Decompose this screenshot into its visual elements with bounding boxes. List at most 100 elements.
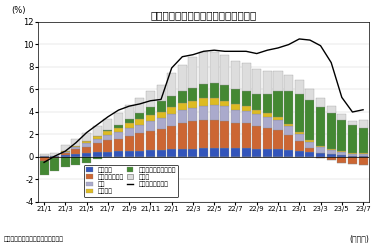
Bar [337, 120, 346, 151]
総平均（前年比） [52, 155, 57, 158]
Bar [167, 126, 176, 149]
Bar [135, 151, 144, 157]
Bar [167, 73, 176, 96]
Bar [263, 71, 272, 94]
Bar [252, 114, 261, 126]
Bar [295, 94, 304, 132]
Bar [210, 83, 219, 98]
総平均（前年比） [340, 96, 344, 99]
Bar [40, 157, 49, 161]
総平均（前年比） [159, 98, 163, 101]
Bar [359, 128, 368, 153]
Bar [220, 106, 229, 121]
Bar [337, 114, 346, 120]
総平均（前年比） [74, 141, 78, 144]
Bar [210, 148, 219, 157]
Bar [135, 98, 144, 113]
総平均（前年比） [180, 55, 185, 58]
Bar [295, 132, 304, 134]
総平均（前年比） [244, 50, 248, 53]
Bar [188, 122, 198, 149]
Bar [273, 91, 282, 117]
Bar [348, 153, 357, 154]
Bar [273, 130, 282, 149]
総平均（前年比） [84, 131, 89, 134]
Bar [146, 115, 155, 121]
Bar [93, 152, 102, 157]
Bar [135, 119, 144, 125]
Bar [50, 158, 59, 171]
Bar [72, 146, 81, 147]
Bar [156, 112, 166, 118]
Bar [167, 114, 176, 126]
Bar [135, 113, 144, 119]
Bar [337, 155, 346, 157]
Bar [231, 148, 240, 157]
Bar [305, 152, 314, 157]
Bar [93, 143, 102, 152]
Bar [93, 157, 102, 159]
Bar [61, 152, 70, 153]
Bar [103, 119, 112, 130]
Bar [72, 154, 81, 157]
Bar [156, 118, 166, 129]
Bar [263, 149, 272, 157]
Bar [284, 150, 293, 157]
Bar [82, 143, 91, 147]
Bar [135, 125, 144, 133]
Bar [316, 148, 325, 153]
総平均（前年比） [148, 99, 153, 102]
Bar [316, 153, 325, 157]
Bar [125, 119, 134, 123]
Bar [199, 120, 208, 148]
Bar [231, 89, 240, 104]
Bar [178, 149, 187, 157]
総平均（前年比） [116, 109, 121, 112]
Bar [210, 105, 219, 120]
Bar [263, 94, 272, 113]
Bar [125, 136, 134, 151]
Bar [220, 121, 229, 148]
Bar [359, 120, 368, 128]
Bar [273, 120, 282, 130]
総平均（前年比） [350, 111, 355, 113]
Bar [295, 141, 304, 151]
Bar [284, 91, 293, 124]
Bar [348, 156, 357, 157]
Bar [40, 154, 49, 156]
Bar [252, 110, 261, 114]
Bar [220, 148, 229, 157]
Bar [242, 91, 251, 106]
Bar [242, 63, 251, 91]
Title: 国内企業物価指数の前年比寄与度分解: 国内企業物価指数の前年比寄与度分解 [150, 10, 257, 20]
Bar [146, 131, 155, 150]
Bar [348, 125, 357, 153]
Bar [61, 145, 70, 151]
総平均（前年比） [254, 52, 259, 55]
Bar [263, 116, 272, 128]
Bar [72, 157, 81, 165]
Bar [199, 106, 208, 120]
Bar [220, 85, 229, 101]
Bar [50, 157, 59, 158]
総平均（前年比） [308, 39, 312, 42]
Bar [40, 161, 49, 175]
総平均（前年比） [212, 49, 216, 52]
Bar [167, 96, 176, 107]
Bar [146, 150, 155, 157]
Bar [82, 153, 91, 157]
Bar [156, 150, 166, 157]
Bar [188, 87, 198, 101]
Bar [178, 123, 187, 149]
Bar [305, 142, 314, 148]
Bar [359, 157, 368, 165]
Bar [284, 135, 293, 150]
総平均（前年比） [191, 53, 195, 56]
総平均（前年比） [42, 161, 46, 164]
Bar [326, 149, 336, 150]
Bar [316, 157, 325, 158]
Text: (年・月): (年・月) [349, 234, 369, 243]
Bar [61, 155, 70, 157]
Bar [273, 149, 282, 157]
Bar [178, 103, 187, 110]
